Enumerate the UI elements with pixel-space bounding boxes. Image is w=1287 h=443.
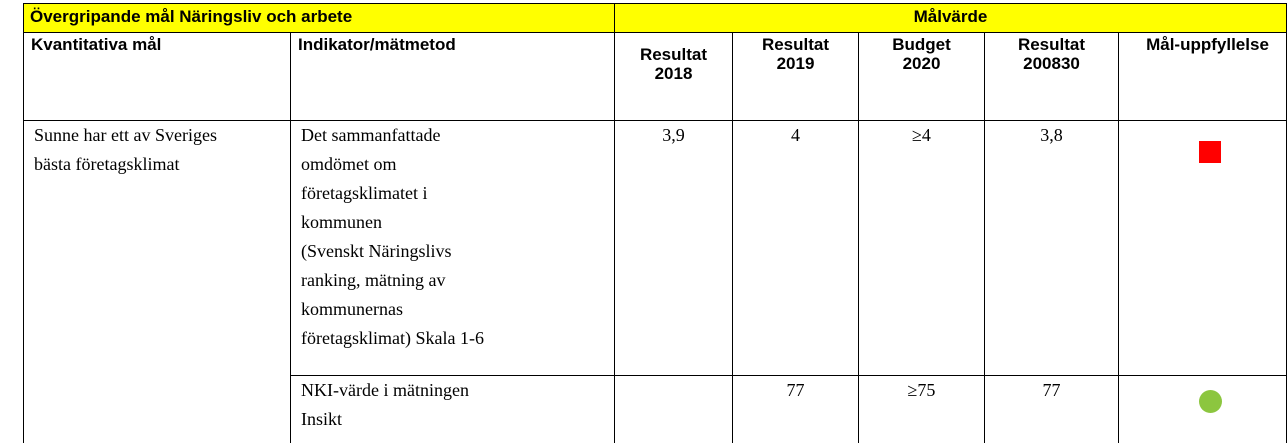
- column-header: Kvantitativa mål: [23, 32, 291, 121]
- value: ≥4: [858, 120, 985, 376]
- column-header: Resultat 2018: [614, 32, 733, 121]
- target-label: Målvärde: [614, 3, 1287, 33]
- column-header: Resultat 200830: [984, 32, 1119, 121]
- value: 77: [732, 375, 859, 443]
- value: [614, 375, 733, 443]
- value: ≥75: [858, 375, 985, 443]
- status-cell: [1118, 375, 1287, 443]
- section-title: Övergripande mål Näringsliv och arbete: [23, 3, 615, 33]
- status-cell: [1118, 120, 1287, 376]
- value: 3,9: [614, 120, 733, 376]
- indicator: NKI-värde i mätningen Insikt: [290, 375, 615, 443]
- goal: Sunne har ett av Sveriges bästa företags…: [23, 120, 291, 443]
- indicator: Det sammanfattade omdömet om företagskli…: [290, 120, 615, 376]
- value: 3,8: [984, 120, 1119, 376]
- status-green: [1199, 390, 1222, 413]
- status-red: [1199, 141, 1221, 163]
- value: 4: [732, 120, 859, 376]
- column-header: Mål-uppfyllelse: [1118, 32, 1287, 121]
- value: 77: [984, 375, 1119, 443]
- column-header: Indikator/mätmetod: [290, 32, 615, 121]
- column-header: Resultat 2019: [732, 32, 859, 121]
- column-header: Budget 2020: [858, 32, 985, 121]
